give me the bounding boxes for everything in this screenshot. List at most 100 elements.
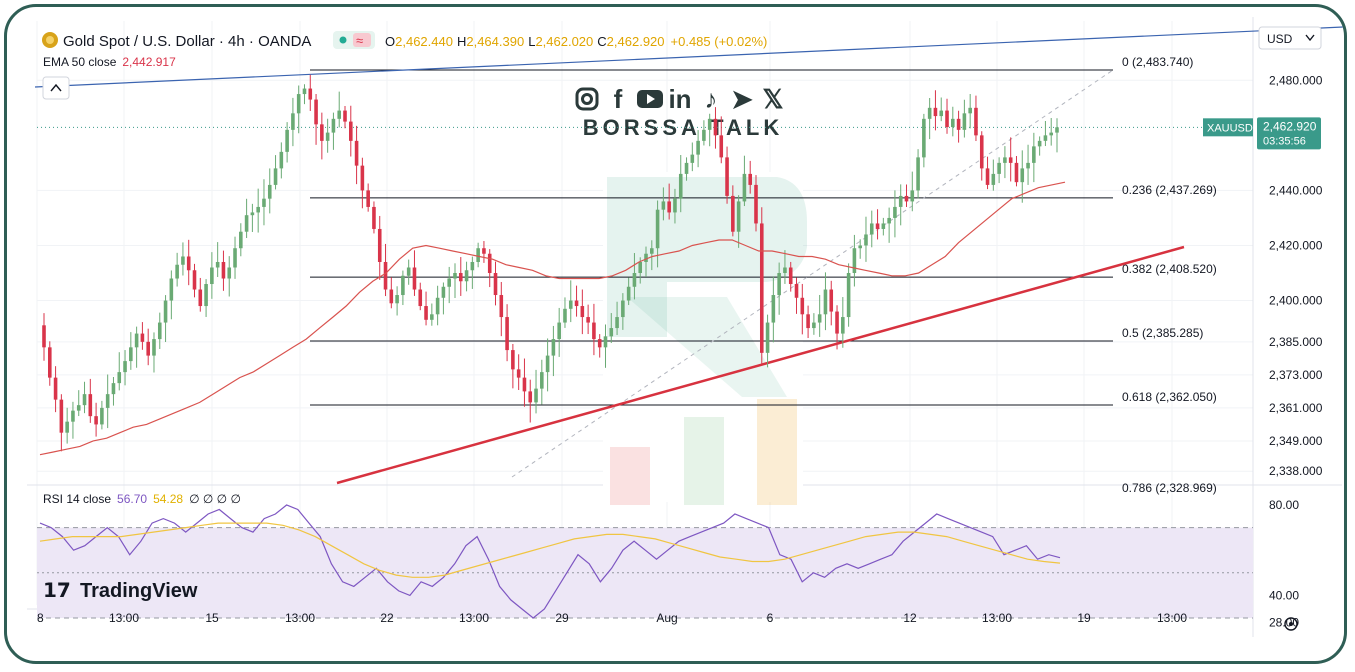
chart-frame: f in ♪ ➤ 𝕏 BORSSA TALK 0 (2,483.740) 0.236 (2,… <box>4 4 1347 664</box>
candle <box>175 252 179 287</box>
fibonacci-retracement[interactable]: 0 (2,483.740) 0.236 (2,437.269) 0.382 (2,4… <box>37 55 1253 495</box>
fib-level-label: 0.5 (2,385.285) <box>1122 326 1203 340</box>
instagram-icon <box>575 87 599 111</box>
candle-body <box>47 347 52 378</box>
candle <box>285 122 289 163</box>
candle <box>945 98 949 134</box>
symbol-title[interactable]: Gold Spot / U.S. Dollar · 4h · OANDA <box>63 33 311 50</box>
rsi-legend: RSI 14 close 56.70 54.28 ∅ ∅ ∅ ∅ <box>43 492 241 506</box>
candlesticks <box>42 74 1059 452</box>
candle <box>603 324 608 368</box>
collapse-legend-button[interactable] <box>42 76 70 100</box>
candle <box>198 277 203 312</box>
candle <box>88 378 93 423</box>
candle-body <box>638 261 643 274</box>
social-glyph: f <box>614 84 623 114</box>
rsi-pane[interactable]: RSI 14 close 56.70 54.28 ∅ ∅ ∅ ∅ 80.00 40.00 2… <box>37 492 1299 630</box>
currency-button-frame[interactable] <box>1258 26 1322 50</box>
candle <box>898 184 903 226</box>
tiktok-icon: ♪ <box>705 84 718 114</box>
candle <box>968 94 972 129</box>
fib-level-label: 0 (2,483.740) <box>1122 55 1193 69</box>
candle <box>111 377 116 406</box>
candle-body <box>655 209 660 249</box>
candle-body <box>221 261 226 279</box>
candle <box>453 263 457 299</box>
candle-body <box>215 261 220 268</box>
candle <box>557 307 561 357</box>
candle-body <box>528 391 533 403</box>
price-axis[interactable]: 2,480.000 2,440.000 2,420.000 2,400.000 2,38… <box>1203 26 1323 631</box>
time-axis[interactable]: 8 13:00 15 13:00 22 13:00 29 Aug 6 12 13:00 19 13:00 <box>37 611 1187 625</box>
candle-body <box>71 410 75 422</box>
candle-body <box>922 118 926 158</box>
ohlc-l_value: 2,462.020 <box>535 34 593 49</box>
candle <box>540 359 544 405</box>
candle <box>956 110 961 143</box>
rsi-axis-label: 28.00 <box>1269 616 1299 630</box>
candle-body <box>736 201 741 232</box>
settings-icon[interactable] <box>1284 617 1298 631</box>
candle <box>678 154 683 213</box>
candle-body <box>186 256 191 271</box>
candle-body <box>754 184 758 224</box>
candle <box>1026 144 1030 185</box>
candle-body <box>487 253 492 274</box>
candle-body <box>302 88 307 95</box>
candle <box>736 195 741 248</box>
candle <box>76 390 81 417</box>
candle <box>922 113 926 168</box>
candle <box>470 256 475 289</box>
candle <box>331 112 336 150</box>
ema-legend: EMA 50 close 2,442.917 <box>43 55 176 69</box>
currency-label: USD <box>1267 32 1293 46</box>
candle <box>644 246 648 277</box>
candle <box>800 283 805 335</box>
price-axis-label: 2,400.000 <box>1269 294 1323 308</box>
candle-body <box>192 270 197 290</box>
candle <box>47 341 52 386</box>
candle <box>910 171 915 212</box>
candle <box>933 90 938 131</box>
candle <box>412 250 417 296</box>
candle-body <box>678 173 683 199</box>
candle <box>1003 146 1007 179</box>
candle-body <box>719 135 724 158</box>
candle <box>487 249 492 288</box>
candle-body <box>783 267 787 274</box>
candle <box>725 146 729 204</box>
candle <box>482 241 486 263</box>
collapse-button-frame[interactable] <box>42 76 70 100</box>
candle-body <box>377 228 382 262</box>
candle-body <box>777 273 781 296</box>
upper-trendline[interactable] <box>34 26 1344 88</box>
candle <box>181 242 185 276</box>
telegram-icon: ➤ <box>731 84 753 114</box>
tradingview-logo[interactable]: 𝟭𝟳 TradingView <box>43 580 198 602</box>
candle <box>962 99 967 138</box>
candle-body <box>314 99 318 125</box>
candle <box>296 85 301 134</box>
trendlines[interactable] <box>34 26 1344 485</box>
currency-button[interactable]: USD <box>1258 26 1322 50</box>
candle <box>979 131 984 181</box>
candle-body <box>256 206 260 213</box>
candle-body <box>435 297 440 315</box>
candle-body <box>267 184 272 199</box>
candle-body <box>59 399 64 433</box>
support-trendline[interactable] <box>336 245 1185 485</box>
time-axis-label: 6 <box>767 611 774 625</box>
candle <box>927 97 932 140</box>
candle <box>505 304 509 362</box>
candle <box>314 93 318 145</box>
candle <box>748 160 753 194</box>
price-axis-label: 2,349.000 <box>1269 434 1323 448</box>
candle-body <box>1026 162 1030 169</box>
price-axis-label: 2,440.000 <box>1269 183 1323 197</box>
candle-body <box>864 234 868 246</box>
candle <box>435 285 440 326</box>
candle-body <box>835 311 839 334</box>
candle-body <box>239 231 243 249</box>
candle <box>186 239 191 286</box>
